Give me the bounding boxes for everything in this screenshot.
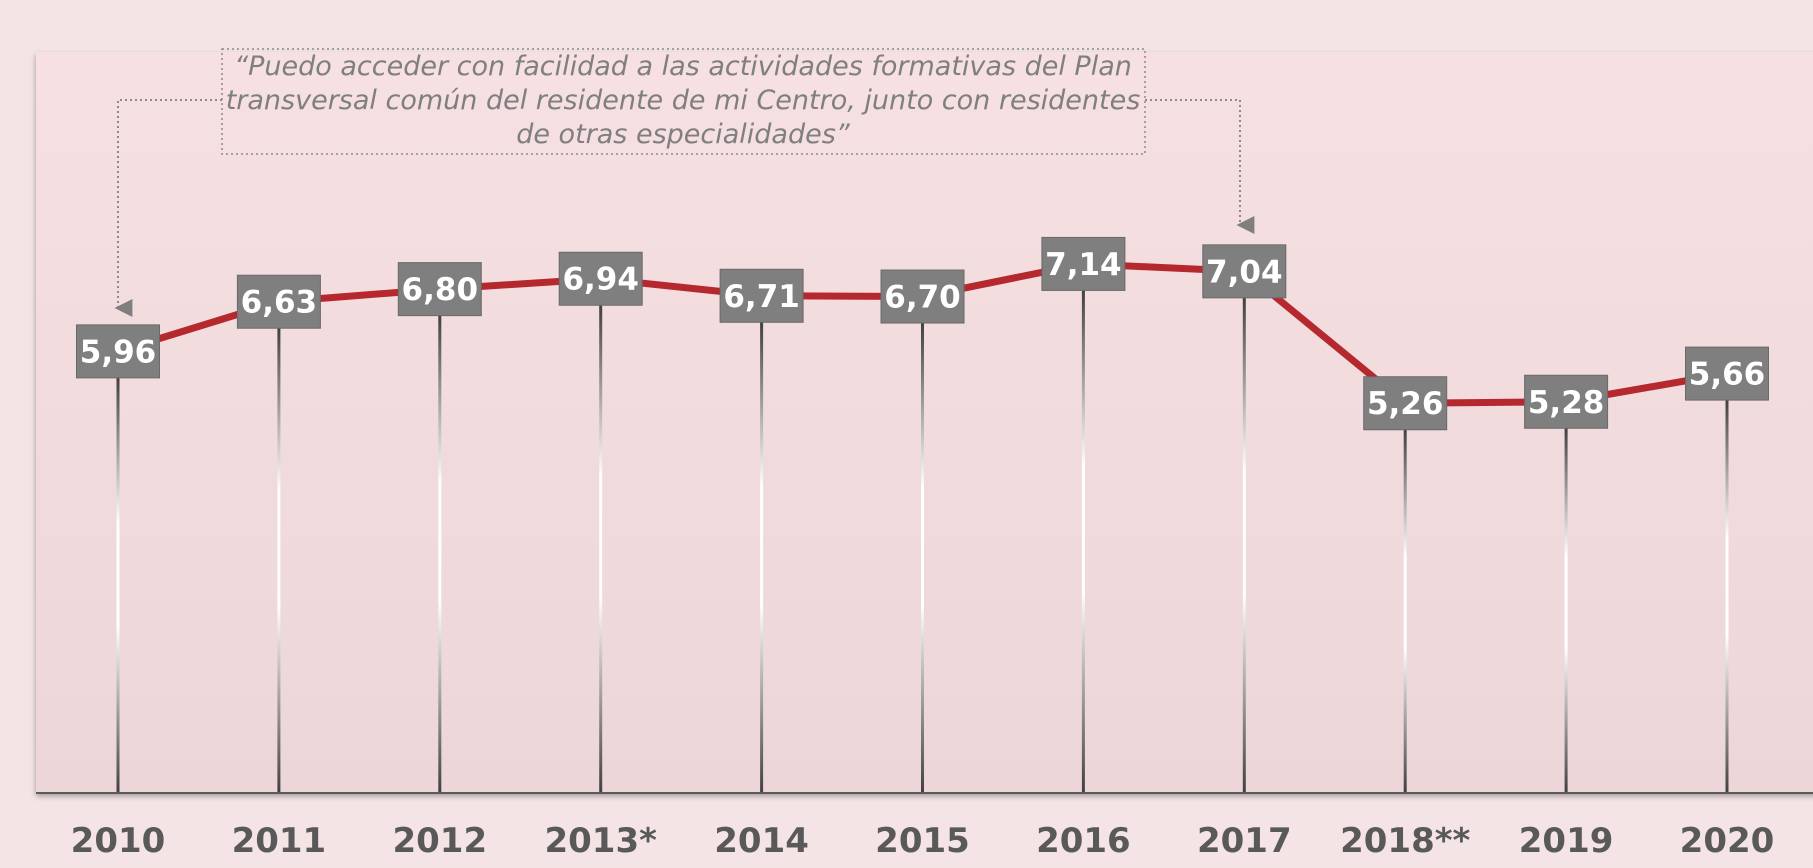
drop-line: [599, 305, 603, 793]
data-label: 6,63: [241, 285, 318, 321]
x-tick-label: 2011: [232, 821, 327, 861]
label-box: [397, 262, 482, 317]
data-label: 5,28: [1528, 385, 1605, 421]
x-tick-label: 2012: [392, 821, 487, 861]
x-tick-label: 2017: [1197, 821, 1292, 861]
drop-line: [760, 322, 764, 793]
x-tick-label: 2010: [71, 821, 166, 861]
x-tick-label: 2016: [1036, 821, 1131, 861]
x-tick-label: 2015: [875, 821, 970, 861]
data-label: 7,04: [1206, 254, 1283, 290]
data-label: 6,94: [562, 262, 639, 298]
label-box: [1524, 374, 1609, 429]
x-tick-label: 2018**: [1340, 821, 1470, 861]
x-tick-label: 2014: [714, 821, 809, 861]
data-label: 6,70: [884, 280, 961, 316]
annotation: de otras especialidades”: [516, 119, 851, 150]
drop-line: [116, 377, 120, 793]
drop-line: [921, 323, 924, 793]
label-box: [1685, 346, 1769, 401]
data-label: 5,26: [1367, 386, 1444, 422]
drop-line: [1081, 290, 1085, 793]
annotation-arrow: [1145, 99, 1255, 234]
drop-line: [277, 328, 281, 793]
drop-line: [1403, 429, 1407, 793]
label-box: [76, 324, 160, 379]
data-label: 6,71: [723, 279, 800, 315]
label-box: [880, 269, 965, 324]
label-box: [236, 274, 321, 329]
data-label: 5,96: [80, 334, 157, 370]
drop-line: [1725, 400, 1729, 793]
label-box: [1363, 376, 1448, 431]
label-box: [1041, 236, 1126, 291]
label-box: [1202, 244, 1287, 299]
drop-line: [438, 315, 442, 793]
drop-line: [1564, 428, 1568, 793]
annotation: transversal común del residente de mi Ce…: [226, 85, 1141, 116]
label-box: [558, 251, 643, 306]
drop-line: [1242, 297, 1246, 793]
x-tick-label: 2013*: [544, 821, 657, 861]
x-tick-label: 2019: [1519, 821, 1614, 861]
label-box: [719, 268, 804, 323]
data-label: 7,14: [1045, 247, 1122, 283]
x-tick-label: 2020: [1680, 821, 1775, 861]
annotation: “Puedo acceder con facilidad a las activ…: [234, 51, 1132, 82]
data-label: 6,80: [402, 272, 479, 308]
annotation-box: [221, 48, 1146, 155]
plot-panel: [36, 52, 1813, 793]
data-label: 5,66: [1689, 357, 1766, 393]
